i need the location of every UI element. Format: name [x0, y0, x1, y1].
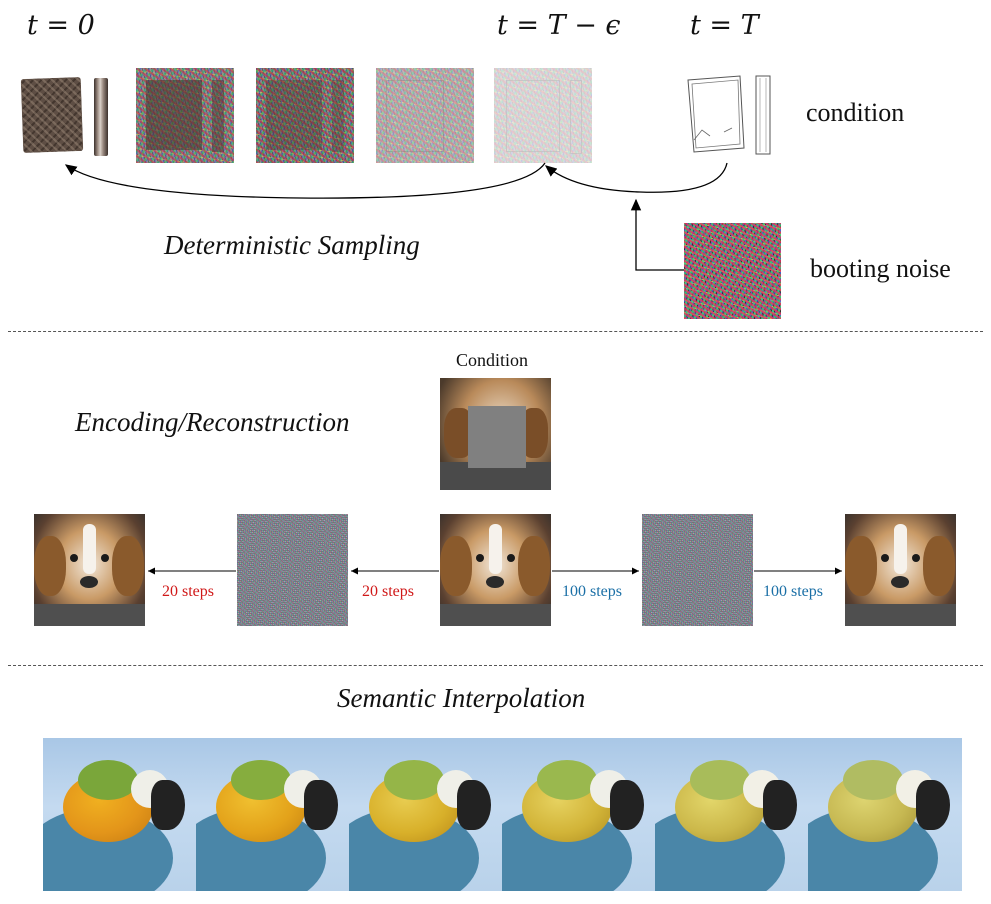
condition-caption: Condition [456, 350, 529, 370]
latent-noise-20-steps [237, 514, 348, 626]
booting-noise-label: booting noise [810, 254, 951, 283]
wallet-tile-noisy-4 [494, 68, 592, 163]
time-label-tT: t = T [690, 10, 759, 41]
steps-label-right-outer: 100 steps [761, 583, 825, 601]
wallet-sketch-condition [680, 70, 780, 160]
interpolation-strip [43, 738, 962, 891]
parrot-frame-5 [655, 738, 808, 891]
wallet-tile-noisy-1 [136, 68, 234, 163]
time-label-t0: t = 0 [27, 10, 95, 41]
encoding-arrows [148, 567, 842, 575]
masked-dog-condition [440, 378, 551, 490]
sampling-arrows [64, 162, 728, 271]
parrot-frame-1 [43, 738, 196, 891]
booting-noise-icon [684, 223, 781, 319]
section-divider-2 [8, 665, 983, 666]
encoding-reconstruction-title: Encoding/Reconstruction [75, 407, 350, 437]
steps-label-left-outer: 20 steps [160, 583, 216, 601]
section-divider-1 [8, 331, 983, 332]
condition-label: condition [806, 98, 905, 127]
wallet-tile-noisy-3 [376, 68, 474, 163]
parrot-frame-2 [196, 738, 349, 891]
time-label-t-minus-eps: t = T − ϵ [497, 10, 621, 41]
parrot-frame-6 [808, 738, 962, 891]
dog-reconstruction-right [845, 514, 956, 626]
wallet-tile-noisy-2 [256, 68, 354, 163]
wallet-tile-clean [18, 68, 118, 163]
latent-noise-100-steps [642, 514, 753, 626]
semantic-interpolation-title: Semantic Interpolation [337, 683, 586, 713]
dog-reconstruction-left [34, 514, 145, 626]
deterministic-sampling-title: Deterministic Sampling [164, 230, 420, 260]
steps-label-right-inner: 100 steps [560, 583, 624, 601]
dog-original [440, 514, 551, 626]
parrot-frame-3 [349, 738, 502, 891]
parrot-frame-4 [502, 738, 655, 891]
steps-label-left-inner: 20 steps [360, 583, 416, 601]
